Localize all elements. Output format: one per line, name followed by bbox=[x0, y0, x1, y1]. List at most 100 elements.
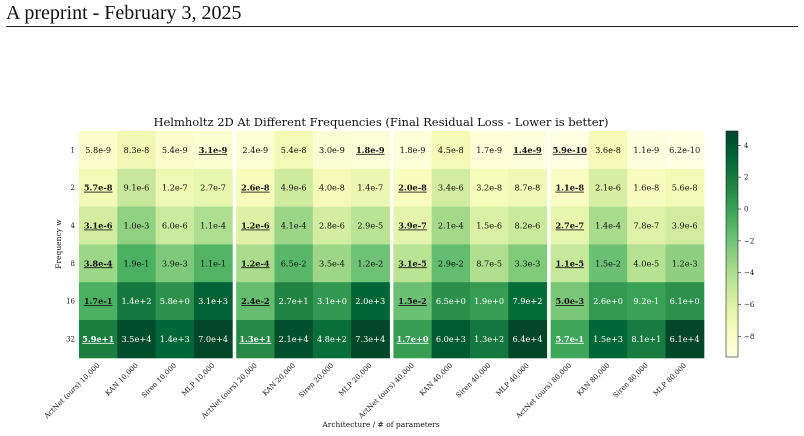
x-tick-label: KAN 10,000 bbox=[104, 362, 140, 398]
cell-value-label: 5.9e+1 bbox=[82, 334, 114, 344]
cell-value-label: 6.5e-2 bbox=[281, 258, 307, 268]
heatmap-cell bbox=[79, 244, 118, 283]
cell-value-label: 3.5e-4 bbox=[319, 258, 345, 268]
heatmap-cell bbox=[470, 244, 509, 283]
cell-value-label: 3.4e-6 bbox=[438, 183, 464, 193]
heatmap-cell bbox=[431, 168, 471, 208]
heatmap-cell bbox=[588, 282, 628, 321]
x-tick-label: Siren 20,000 bbox=[297, 362, 335, 400]
heatmap-cell bbox=[550, 206, 590, 245]
heatmap-cell bbox=[193, 168, 233, 208]
x-tick-label: KAN 40,000 bbox=[418, 362, 454, 398]
cell-value-label: 1.8e-9 bbox=[400, 145, 426, 155]
cell-value-label: 8.7e-8 bbox=[515, 183, 541, 193]
heatmap-cell bbox=[312, 320, 352, 359]
x-tick-label: KAN 20,000 bbox=[261, 362, 297, 398]
cell-value-label: 1.2e-7 bbox=[162, 183, 188, 193]
heatmap-cell bbox=[193, 131, 233, 170]
heatmap-cell bbox=[79, 282, 118, 321]
heatmap-cell bbox=[627, 131, 666, 170]
cell-value-label: 1.1e-1 bbox=[200, 258, 226, 268]
cell-value-label: 6.0e-6 bbox=[162, 221, 188, 231]
cell-value-label: 1.2e-4 bbox=[241, 258, 270, 268]
heatmap-cell bbox=[627, 282, 666, 321]
heatmap-cell bbox=[117, 282, 157, 321]
heatmap-cell bbox=[312, 282, 352, 321]
cell-value-label: 6.0e+3 bbox=[436, 334, 466, 344]
x-tick-label: ActNet (ours) 10,000 bbox=[42, 362, 101, 421]
cell-value-label: 1.5e-2 bbox=[398, 296, 427, 306]
heatmap-cell bbox=[236, 244, 275, 283]
heatmap-cell bbox=[665, 320, 705, 359]
heatmap-cell bbox=[431, 320, 471, 359]
colorbar-tick-label: −4 bbox=[744, 269, 755, 277]
heatmap-cell bbox=[351, 168, 390, 208]
cell-value-label: 1.7e-9 bbox=[476, 145, 502, 155]
heatmap-cell bbox=[588, 131, 628, 170]
colorbar-tick-label: 2 bbox=[744, 174, 748, 182]
heatmap-cell bbox=[193, 320, 233, 359]
cell-value-label: 6.5e+0 bbox=[436, 296, 466, 306]
heatmap-cell bbox=[550, 282, 590, 321]
heatmap-cell bbox=[351, 206, 390, 245]
heatmap-cell bbox=[665, 244, 705, 283]
cell-value-label: 1.0e-3 bbox=[124, 221, 150, 231]
heatmap-cell bbox=[236, 320, 275, 359]
cell-value-label: 3.9e-7 bbox=[398, 221, 427, 231]
heatmap-cell bbox=[117, 320, 157, 359]
cell-value-label: 2.1e+4 bbox=[279, 334, 309, 344]
heatmap-cell bbox=[550, 131, 590, 170]
cell-value-label: 1.9e+0 bbox=[474, 296, 504, 306]
colorbar bbox=[725, 130, 739, 358]
cell-value-label: 3.9e-3 bbox=[162, 258, 188, 268]
heatmap-cell bbox=[236, 206, 275, 245]
cell-value-label: 1.6e-8 bbox=[633, 183, 659, 193]
cell-value-label: 4.0e-8 bbox=[319, 183, 345, 193]
cell-value-label: 4.8e+2 bbox=[317, 334, 347, 344]
cell-value-label: 1.3e+1 bbox=[239, 334, 271, 344]
heatmap-cell bbox=[588, 168, 628, 208]
heatmap-cells: 5.8e-9 8.3e-8 5.4e-9 3.1e-9 2.4e-9 5.4e-8 3.0e… bbox=[79, 131, 705, 359]
heatmap-cell bbox=[155, 168, 195, 208]
heatmap-cell bbox=[665, 282, 705, 321]
heatmap-cell bbox=[79, 131, 118, 170]
heatmap-cell bbox=[274, 320, 314, 359]
heatmap-cell bbox=[393, 244, 433, 283]
y-tick-label: 4 bbox=[71, 222, 76, 230]
heatmap-cell bbox=[312, 131, 352, 170]
cell-value-label: 1.3e+2 bbox=[474, 334, 504, 344]
cell-value-label: 1.1e-5 bbox=[555, 258, 584, 268]
cell-value-label: 3.1e+0 bbox=[317, 296, 347, 306]
heatmap-cell bbox=[508, 282, 548, 321]
cell-value-label: 8.2e-6 bbox=[515, 221, 541, 231]
cell-value-label: 5.8e+0 bbox=[160, 296, 190, 306]
heatmap-cell bbox=[274, 131, 314, 170]
cell-value-label: 1.4e-7 bbox=[357, 183, 383, 193]
x-tick-labels: ActNet (ours) 10,000 KAN 10,000 Siren 10,0… bbox=[42, 362, 688, 421]
heatmap-cell bbox=[508, 244, 548, 283]
heatmap-cell bbox=[155, 244, 195, 283]
cell-value-label: 2.7e-7 bbox=[555, 221, 584, 231]
heatmap-cell bbox=[393, 131, 433, 170]
cell-value-label: 7.8e-7 bbox=[633, 221, 659, 231]
cell-value-label: 1.4e+3 bbox=[160, 334, 190, 344]
cell-value-label: 2.4e-9 bbox=[242, 145, 268, 155]
header-rule bbox=[6, 26, 798, 27]
y-tick-label: 1 bbox=[71, 146, 75, 154]
cell-value-label: 1.1e-8 bbox=[555, 183, 584, 193]
cell-value-label: 5.0e-3 bbox=[555, 296, 584, 306]
heatmap-cell bbox=[274, 282, 314, 321]
cell-value-label: 8.7e-5 bbox=[476, 258, 502, 268]
cell-value-label: 1.1e-4 bbox=[200, 221, 226, 231]
heatmap-cell bbox=[550, 244, 590, 283]
cell-value-label: 1.1e-9 bbox=[633, 145, 659, 155]
cell-value-label: 9.1e-6 bbox=[124, 183, 150, 193]
cell-value-label: 5.7e-1 bbox=[555, 334, 584, 344]
cell-value-label: 4.5e-8 bbox=[438, 145, 464, 155]
cell-value-label: 3.0e-9 bbox=[319, 145, 345, 155]
x-axis-label: Architecture / # of parameters bbox=[321, 420, 440, 429]
heatmap-cell bbox=[79, 320, 118, 359]
y-tick-label: 16 bbox=[66, 298, 75, 306]
x-tick-label: Siren 40,000 bbox=[455, 362, 493, 400]
cell-value-label: 5.7e-8 bbox=[84, 183, 113, 193]
